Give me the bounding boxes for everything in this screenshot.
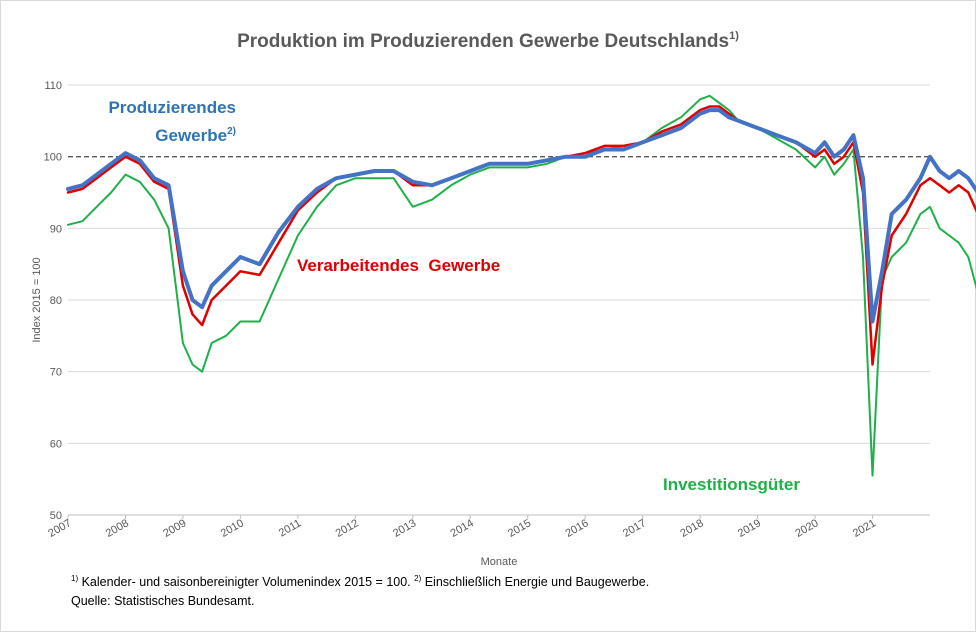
x-tick-label: 2011 (277, 517, 303, 539)
x-tick-label: 2009 (161, 517, 188, 540)
y-tick-label: 70 (50, 367, 62, 379)
y-axis-title: Index 2015 = 100 (31, 257, 43, 342)
y-tick-label: 90 (50, 223, 62, 235)
y-tick-label: 60 (50, 438, 62, 450)
series-label-produzierendes: Produzierendes Gewerbe2) (98, 96, 236, 148)
x-tick-label: 2014 (449, 517, 476, 540)
series-label-verarbeitendes: Verarbeitendes Gewerbe (297, 256, 501, 275)
footnote-line-1: 1) Kalender- und saisonbereinigter Volum… (71, 574, 650, 589)
chart-title: Produktion im Produzierenden Gewerbe Deu… (237, 30, 739, 52)
x-tick-label: 2019 (736, 517, 763, 540)
x-tick-label: 2008 (104, 517, 131, 540)
x-tick-label: 2021 (851, 517, 878, 540)
y-tick-label: 110 (44, 80, 62, 92)
x-tick-label: 2018 (678, 517, 705, 540)
y-tick-label: 50 (50, 510, 62, 522)
series-line-0 (66, 108, 976, 324)
x-tick-label: 2012 (334, 517, 361, 540)
x-tick-label: 2010 (219, 517, 246, 540)
x-tick-label: 2015 (506, 517, 533, 540)
series-label-investitionsgueter: Investitionsgüter (663, 475, 800, 494)
x-tick-label: 2017 (621, 517, 648, 540)
x-tick-label: 2016 (563, 517, 590, 540)
x-axis-title: Monate (481, 556, 518, 568)
footnote-line-2: Quelle: Statistisches Bundesamt. (71, 594, 255, 608)
y-tick-label: 80 (50, 295, 62, 307)
x-tick-label: 2020 (793, 517, 820, 540)
series-label-line1: Produzierendes (108, 98, 236, 117)
series-label-line2: Gewerbe2) (155, 126, 236, 145)
x-tick-label: 2013 (391, 517, 418, 540)
y-tick-label: 100 (44, 152, 62, 164)
series-line-1 (66, 105, 976, 366)
